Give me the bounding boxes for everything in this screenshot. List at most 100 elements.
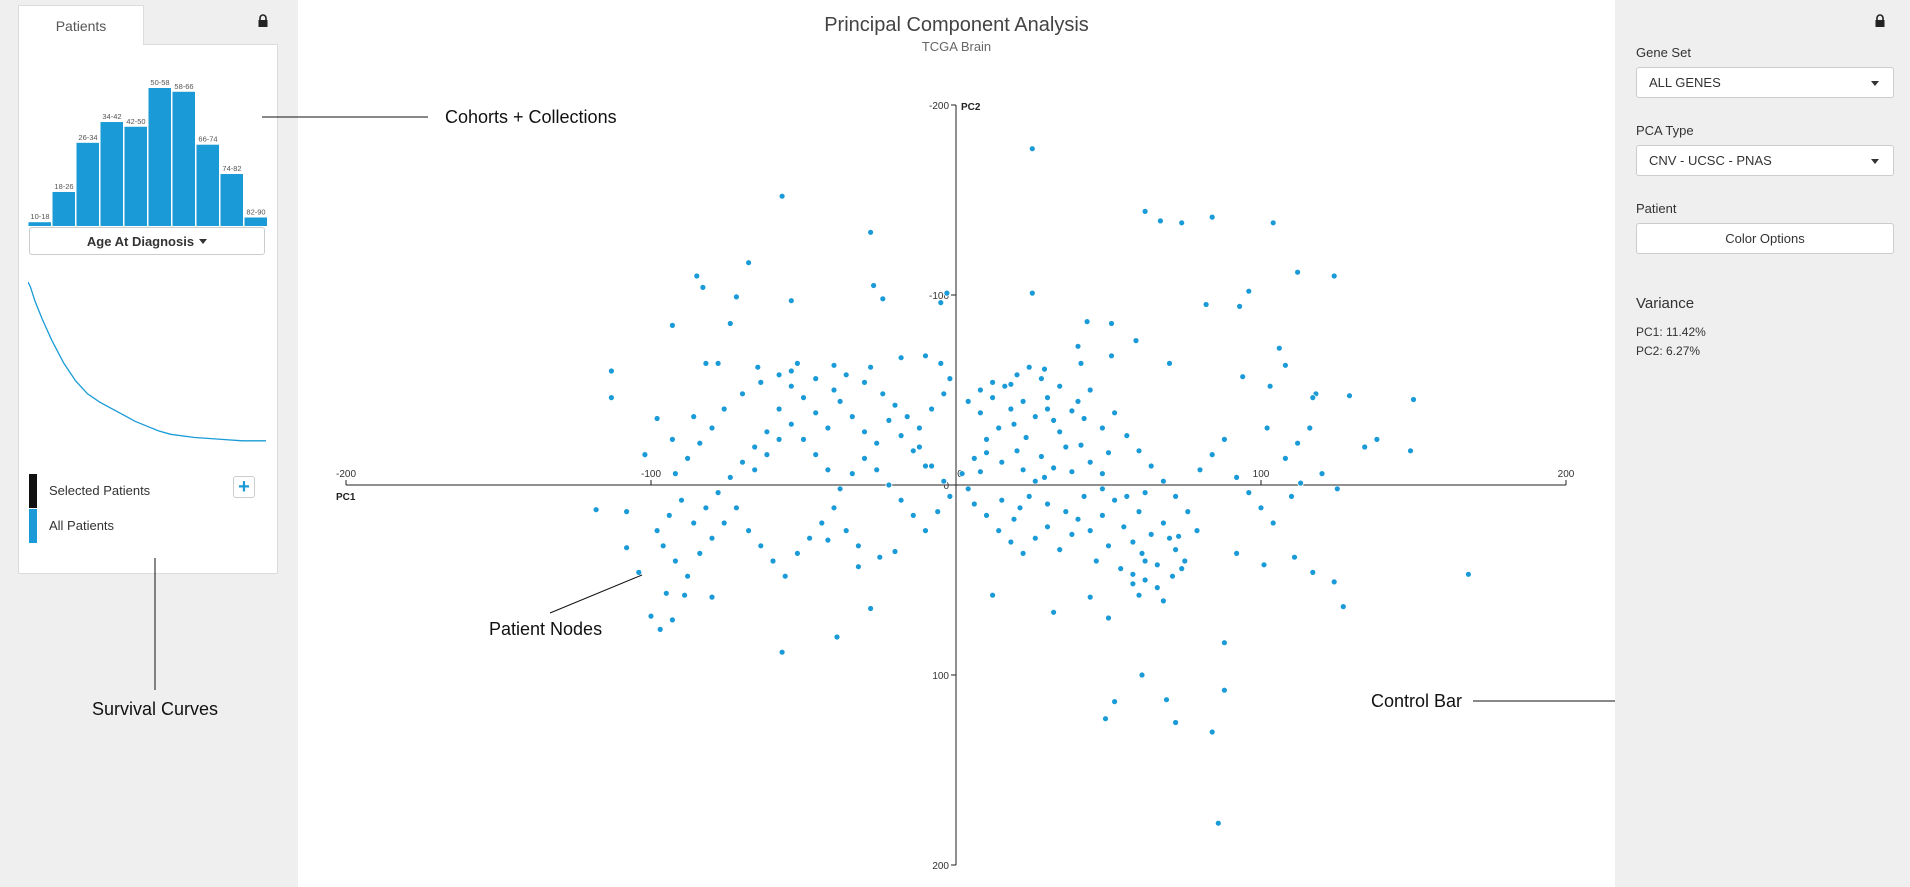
patient-node[interactable] [1361,443,1369,451]
patient-node[interactable] [668,616,676,624]
patient-node[interactable] [1031,413,1039,421]
patient-node[interactable] [1068,468,1076,476]
patient-node[interactable] [989,378,996,386]
patient-node[interactable] [1028,289,1036,297]
patient-node[interactable] [1102,715,1109,723]
patient-node[interactable] [928,405,935,413]
patient-node[interactable] [861,454,868,462]
patient-node[interactable] [1282,454,1289,462]
patient-node[interactable] [726,473,734,481]
lock-icon[interactable] [1874,14,1886,28]
patient-node[interactable] [1166,359,1173,367]
patient-node[interactable] [778,192,786,200]
patient-node[interactable] [1184,508,1192,516]
patient-node[interactable] [1129,570,1137,578]
patient-node[interactable] [1208,213,1216,221]
patient-node[interactable] [699,283,707,291]
patient-node[interactable] [824,536,832,544]
patient-node[interactable] [800,435,807,443]
patient-node[interactable] [885,481,893,489]
patient-node[interactable] [909,447,917,455]
patient-node[interactable] [684,572,692,580]
patient-node[interactable] [1157,217,1164,225]
patient-node[interactable] [702,504,710,512]
patient-node[interactable] [1105,449,1112,457]
patient-node[interactable] [937,359,945,367]
patient-node[interactable] [1007,380,1015,388]
patient-node[interactable] [1208,451,1216,459]
patient-node[interactable] [873,466,881,474]
patient-node[interactable] [1410,396,1417,403]
gene-set-select[interactable]: ALL GENES [1636,67,1894,98]
patient-node[interactable] [833,633,841,641]
patient-node[interactable] [720,405,728,413]
patient-node[interactable] [1044,405,1051,413]
patient-node[interactable] [1010,420,1018,428]
patient-node[interactable] [1086,386,1094,394]
patient-node[interactable] [812,451,820,459]
patient-node[interactable] [1221,686,1228,694]
patient-node[interactable] [1074,397,1082,405]
patient-node[interactable] [861,378,868,386]
patient-node[interactable] [1260,561,1268,569]
patient-node[interactable] [1306,424,1314,432]
patient-node[interactable] [1153,561,1161,569]
patient-node[interactable] [775,405,783,413]
patient-node[interactable] [1221,435,1228,443]
patient-node[interactable] [989,591,996,599]
patient-node[interactable] [1056,546,1064,553]
patient-node[interactable] [977,386,984,394]
patient-node[interactable] [1050,464,1057,472]
patient-node[interactable] [977,468,984,476]
patient-node[interactable] [1123,432,1131,440]
histogram-bar[interactable] [76,142,100,226]
patient-node[interactable] [671,557,679,565]
patient-node[interactable] [1135,591,1143,599]
patient-node[interactable] [928,462,935,470]
patient-node[interactable] [739,458,746,466]
patient-node[interactable] [824,424,832,432]
patient-node[interactable] [1269,219,1277,227]
patient-node[interactable] [732,293,740,301]
patient-node[interactable] [653,527,661,534]
patient-node[interactable] [1080,492,1088,500]
patient-node[interactable] [1031,534,1039,542]
patient-node[interactable] [830,386,838,394]
patient-node[interactable] [891,548,899,555]
patient-node[interactable] [995,527,1003,534]
patient-node[interactable] [842,527,850,534]
patient-node[interactable] [1196,466,1204,474]
patient-node[interactable] [726,320,734,327]
patient-node[interactable] [763,428,771,436]
patient-node[interactable] [1175,532,1182,540]
patient-node[interactable] [855,563,862,571]
patient-node[interactable] [1083,318,1091,326]
patient-node[interactable] [1346,392,1353,400]
patient-node[interactable] [1105,542,1112,550]
patient-node[interactable] [708,534,716,542]
patient-node[interactable] [769,557,777,565]
patient-node[interactable] [1266,382,1274,390]
patient-node[interactable] [1044,523,1051,531]
patient-node[interactable] [623,508,631,516]
patient-node[interactable] [1172,546,1179,553]
patient-node[interactable] [1172,719,1179,726]
patient-node[interactable] [922,352,929,360]
patient-node[interactable] [1056,428,1064,436]
patient-node[interactable] [1318,470,1326,478]
patient-node[interactable] [668,435,676,443]
patient-node[interactable] [989,394,996,402]
histogram-bar[interactable] [124,126,148,226]
patient-node[interactable] [897,432,905,440]
patient-node[interactable] [720,519,728,527]
patient-node[interactable] [1294,439,1301,447]
patient-node[interactable] [943,289,951,297]
patient-node[interactable] [916,443,923,451]
patient-node[interactable] [1041,473,1048,481]
patient-node[interactable] [1202,301,1210,308]
patient-node[interactable] [1108,320,1115,327]
patient-node[interactable] [1086,458,1094,466]
patient-node[interactable] [1339,603,1347,610]
patient-node[interactable] [1257,504,1265,512]
